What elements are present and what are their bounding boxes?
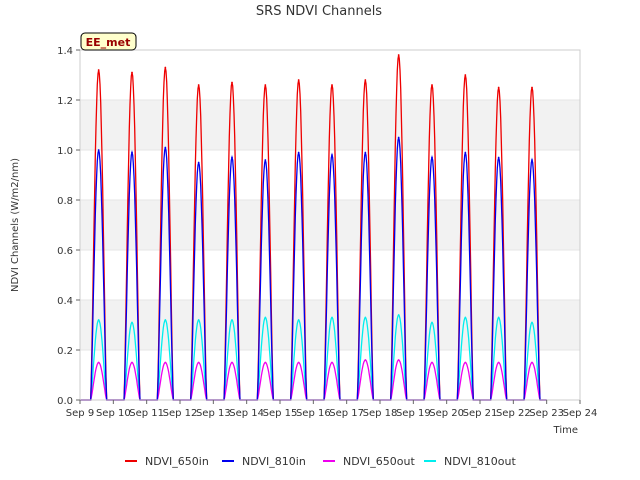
peak-point bbox=[264, 316, 267, 319]
peak-point bbox=[164, 361, 167, 364]
y-axis-label: NDVI Channels (W/m2/nm) bbox=[10, 158, 21, 292]
peak-point bbox=[531, 321, 533, 324]
peak-point bbox=[397, 314, 400, 316]
x-tick-label: Sep 20 bbox=[429, 408, 464, 419]
peak-point bbox=[231, 319, 233, 321]
peak-point bbox=[431, 361, 433, 364]
peak-point bbox=[497, 361, 500, 364]
peak-point bbox=[431, 321, 433, 324]
peak-point bbox=[531, 86, 533, 89]
peak-point bbox=[231, 81, 233, 84]
peak-point bbox=[464, 151, 467, 154]
x-tick-label: Sep 14 bbox=[229, 408, 264, 419]
series-line-NDVI_810in bbox=[80, 137, 547, 401]
y-tick-label: 0.2 bbox=[57, 346, 73, 357]
peak-point bbox=[397, 359, 400, 361]
peak-point bbox=[131, 361, 133, 364]
peak-point bbox=[297, 361, 300, 364]
peak-point bbox=[397, 136, 400, 139]
peak-point bbox=[531, 361, 533, 364]
peak-point bbox=[431, 156, 433, 159]
x-tick-label: Sep 18 bbox=[363, 408, 398, 419]
y-tick-label: 1.0 bbox=[57, 146, 73, 157]
y-tick-label: 0.6 bbox=[57, 246, 73, 257]
x-tick-label: Sep 22 bbox=[496, 408, 531, 419]
peak-point bbox=[497, 86, 500, 89]
peak-point bbox=[264, 159, 267, 161]
station-badge: EE_met bbox=[80, 32, 137, 51]
peak-point bbox=[97, 149, 100, 151]
peak-point bbox=[331, 84, 333, 86]
station-badge-label: EE_met bbox=[86, 36, 131, 49]
x-tick-label: Sep 9 bbox=[66, 408, 94, 419]
peak-point bbox=[331, 316, 333, 319]
x-tick-label: Sep 15 bbox=[263, 408, 298, 419]
peak-point bbox=[364, 316, 367, 319]
peak-point bbox=[231, 361, 233, 364]
x-tick-label: Sep 21 bbox=[463, 408, 498, 419]
peak-point bbox=[297, 79, 300, 81]
x-tick-label: Sep 24 bbox=[563, 408, 598, 419]
legend-label: NDVI_810out bbox=[444, 455, 516, 468]
x-tick-label: Sep 11 bbox=[129, 408, 164, 419]
peak-point bbox=[97, 361, 100, 364]
peak-point bbox=[231, 156, 233, 159]
peak-point bbox=[464, 74, 467, 76]
y-tick-label: 0.8 bbox=[57, 196, 73, 207]
station-badge-box bbox=[80, 32, 137, 51]
legend-label: NDVI_650in bbox=[145, 455, 209, 468]
y-tick-label: 0.4 bbox=[57, 296, 73, 307]
y-axis-ticks: 0.0 0.2 0.4 0.6 0.8 1.0 1.2 1.4 bbox=[57, 46, 80, 407]
x-axis-label: Time bbox=[553, 425, 578, 436]
peak-point bbox=[464, 316, 467, 319]
peak-point bbox=[264, 361, 267, 364]
x-tick-label: Sep 19 bbox=[396, 408, 431, 419]
peak-point bbox=[197, 319, 200, 321]
peak-point bbox=[164, 146, 167, 149]
peak-point bbox=[497, 156, 500, 159]
peak-point bbox=[364, 359, 367, 361]
peak-point bbox=[331, 361, 333, 364]
y-tick-label: 0.0 bbox=[57, 396, 73, 407]
peak-point bbox=[297, 319, 300, 321]
x-tick-label: Sep 13 bbox=[196, 408, 231, 419]
y-tick-label: 1.4 bbox=[57, 46, 73, 57]
peak-point bbox=[197, 361, 200, 364]
peak-point bbox=[197, 84, 200, 86]
peak-point bbox=[397, 54, 400, 56]
x-tick-label: Sep 12 bbox=[163, 408, 198, 419]
peak-point bbox=[97, 69, 100, 71]
peak-point bbox=[297, 151, 300, 154]
background-band bbox=[80, 200, 580, 250]
chart-title: SRS NDVI Channels bbox=[256, 4, 382, 19]
peak-point bbox=[364, 151, 367, 154]
x-tick-label: Sep 23 bbox=[529, 408, 564, 419]
peak-point bbox=[197, 161, 200, 164]
legend-label: NDVI_650out bbox=[343, 455, 415, 468]
series-line-NDVI_650out bbox=[80, 359, 547, 401]
legend: NDVI_650in NDVI_810in NDVI_650out NDVI_810o… bbox=[125, 455, 516, 468]
peak-point bbox=[264, 84, 267, 86]
plot-border bbox=[79, 49, 581, 401]
y-tick-label: 1.2 bbox=[57, 96, 73, 107]
peak-point bbox=[131, 151, 133, 154]
x-tick-label: Sep 17 bbox=[329, 408, 364, 419]
x-tick-label: Sep 16 bbox=[296, 408, 331, 419]
peak-point bbox=[131, 321, 133, 324]
x-tick-label: Sep 10 bbox=[96, 408, 131, 419]
peak-point bbox=[97, 319, 100, 321]
legend-label: NDVI_810in bbox=[242, 455, 306, 468]
peak-point bbox=[464, 361, 467, 364]
peak-point bbox=[164, 66, 167, 69]
peak-point bbox=[331, 154, 333, 156]
peak-point bbox=[364, 79, 367, 81]
peak-point bbox=[431, 84, 433, 86]
peak-point bbox=[531, 159, 533, 161]
peak-point bbox=[131, 71, 133, 74]
peak-point bbox=[164, 319, 167, 321]
peak-point bbox=[497, 316, 500, 319]
